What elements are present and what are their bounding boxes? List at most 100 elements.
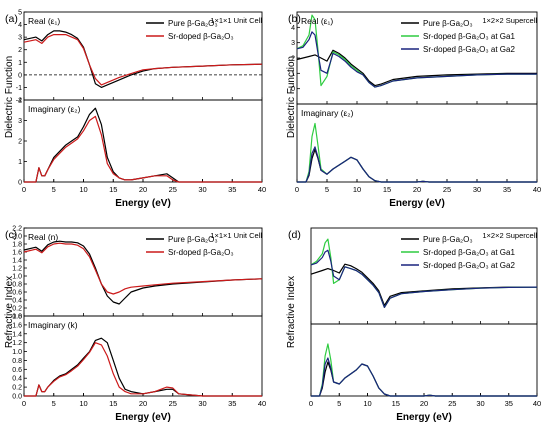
y-tick-label: 1.2: [12, 266, 22, 273]
series-line: [297, 146, 537, 183]
series-line: [23, 33, 263, 86]
x-tick-label: 20: [139, 399, 147, 408]
legend-label: Sr-doped β-Ga₂O₃: [168, 32, 234, 41]
series-line: [297, 148, 537, 183]
series-line: [24, 115, 262, 183]
y-tick-label: 1: [291, 71, 295, 78]
y-tick-label: 0.2: [12, 306, 22, 313]
y-tick-label: 0.6: [12, 367, 22, 374]
y-tick-label: 1.8: [12, 242, 22, 249]
y-tick-label: 0: [18, 180, 22, 187]
x-tick-label: 0: [22, 399, 26, 408]
y-tick-label: 1.6: [12, 322, 22, 329]
legend-label: Sr-doped β-Ga₂O₃ at Ga2: [423, 261, 515, 270]
x-tick-label: 5: [337, 399, 341, 408]
x-tick-label: 10: [353, 185, 361, 194]
x-tick-label: 40: [258, 399, 266, 408]
y-tick-label: 0.8: [12, 282, 22, 289]
y-tick-label: 5: [18, 10, 22, 17]
series-line: [296, 49, 537, 87]
legend-label: Sr-doped β-Ga₂O₃ at Ga2: [423, 45, 515, 54]
legend-label: Sr-doped β-Ga₂O₃: [168, 248, 234, 257]
y-tick-label: 3: [18, 118, 22, 125]
x-tick-label: 35: [503, 185, 511, 194]
x-tick-label: 25: [443, 185, 451, 194]
x-tick-label: 20: [139, 185, 147, 194]
x-axis-label: Energy (eV): [115, 198, 171, 209]
cell-label: 1×2×2 Supercell: [482, 231, 537, 240]
x-tick-label: 15: [109, 185, 117, 194]
series-line: [311, 361, 537, 397]
subplot-label: Imaginary (k): [28, 320, 78, 330]
cell-label: 1×1×1 Unit Cell: [210, 16, 262, 25]
y-tick-label: 0: [291, 86, 295, 93]
x-tick-label: 35: [505, 399, 513, 408]
legend-label: Pure β-Ga₂O₃: [423, 235, 473, 244]
y-tick-label: 1.8: [12, 314, 22, 321]
y-axis-label: Refractive Index: [4, 276, 15, 348]
x-tick-label: 10: [79, 399, 87, 408]
y-tick-label: 2: [18, 47, 22, 54]
x-tick-label: 30: [473, 185, 481, 194]
y-tick-label: 4: [18, 98, 22, 105]
x-tick-label: 15: [383, 185, 391, 194]
x-tick-label: 15: [109, 399, 117, 408]
y-tick-label: 1: [18, 60, 22, 67]
y-tick-label: 2.0: [12, 234, 22, 241]
y-tick-label: 1.4: [12, 331, 22, 338]
x-tick-label: 5: [52, 399, 56, 408]
x-tick-label: 30: [198, 399, 206, 408]
cell-label: 1×2×2 Supercell: [482, 16, 537, 25]
series-line: [310, 249, 538, 308]
series-line: [23, 242, 263, 295]
subplot-label: Real (n): [28, 232, 58, 242]
y-tick-label: 2: [18, 139, 22, 146]
series-line: [24, 342, 262, 397]
x-tick-label: 25: [169, 399, 177, 408]
cell-label: 1×1×1 Unit Cell: [210, 231, 262, 240]
legend-label: Sr-doped β-Ga₂O₃ at Ga1: [423, 248, 515, 257]
x-tick-label: 15: [392, 399, 400, 408]
x-tick-label: 40: [533, 399, 541, 408]
series-line: [310, 263, 537, 307]
x-tick-label: 40: [258, 185, 266, 194]
series-line: [311, 343, 537, 397]
y-tick-label: 0.0: [12, 314, 22, 321]
series-line: [24, 337, 262, 397]
x-tick-label: 0: [309, 399, 313, 408]
subplot-label: Real (ε₁): [301, 16, 333, 26]
y-tick-label: 2.2: [12, 226, 22, 233]
y-tick-label: 0.2: [12, 385, 22, 392]
y-tick-label: 3: [18, 35, 22, 42]
panel-label: (d): [288, 229, 301, 241]
y-tick-label: 3: [291, 40, 295, 47]
y-tick-label: -1: [16, 85, 22, 92]
y-tick-label: 0.6: [12, 290, 22, 297]
legend-label: Pure β-Ga₂O₃: [168, 235, 218, 244]
y-tick-label: 1.0: [12, 349, 22, 356]
y-tick-label: 0: [18, 72, 22, 79]
x-axis-label: Energy (eV): [389, 198, 445, 209]
y-tick-label: 0.0: [12, 394, 22, 401]
x-tick-label: 20: [413, 185, 421, 194]
panel-label: (a): [5, 13, 18, 25]
y-tick-label: 0.8: [12, 358, 22, 365]
y-axis-label: Refractive Index: [286, 276, 297, 348]
y-tick-label: 1.6: [12, 250, 22, 257]
x-tick-label: 25: [169, 185, 177, 194]
x-tick-label: 0: [295, 185, 299, 194]
x-tick-label: 10: [363, 399, 371, 408]
x-tick-label: 5: [52, 185, 56, 194]
y-axis-label: Dielectric Function: [4, 56, 15, 138]
y-tick-label: 0.4: [12, 298, 22, 305]
y-tick-label: 1.2: [12, 340, 22, 347]
series-line: [297, 122, 537, 183]
x-tick-label: 20: [420, 399, 428, 408]
panel-label: (c): [5, 229, 17, 241]
x-tick-label: 10: [79, 185, 87, 194]
series-line: [311, 357, 537, 397]
y-tick-label: 4: [18, 22, 22, 29]
x-tick-label: 30: [198, 185, 206, 194]
legend-label: Sr-doped β-Ga₂O₃ at Ga1: [423, 32, 515, 41]
